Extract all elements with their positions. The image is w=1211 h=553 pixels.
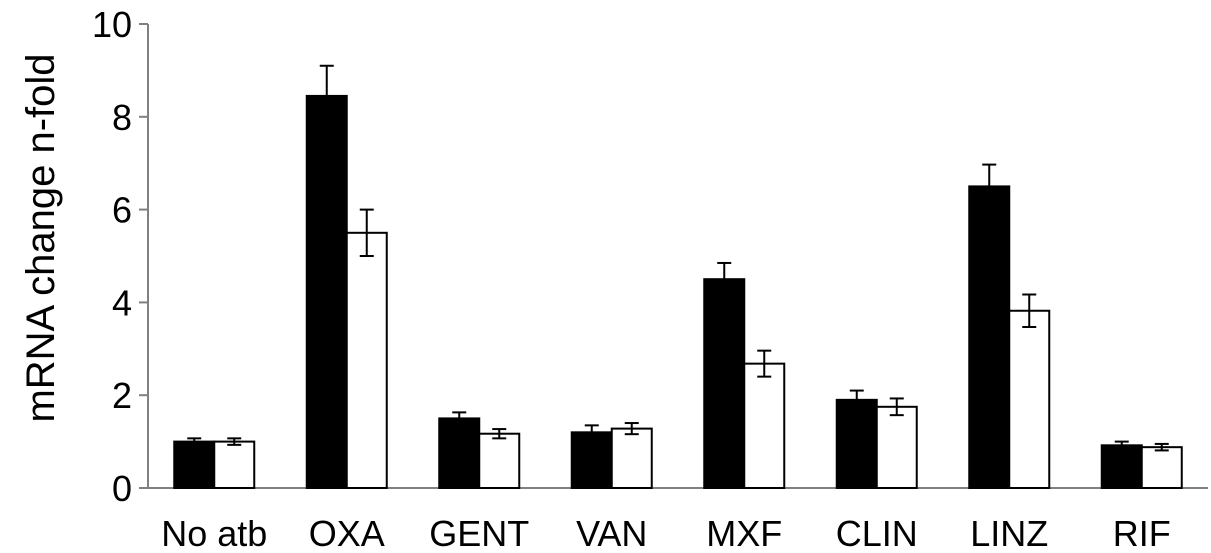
bar-no-atb-s1 [173, 440, 216, 490]
bar-oxa-s2 [345, 231, 388, 489]
bar-van-s2 [610, 427, 653, 489]
bar-rif-s2 [1140, 446, 1183, 489]
x-tick-label: MXF [706, 513, 782, 553]
y-tick-label: 8 [112, 97, 132, 138]
bar-mxf-s1 [703, 278, 746, 490]
bar-van-s1 [570, 431, 613, 490]
bar-clin-s2 [875, 405, 918, 489]
x-tick-label: CLIN [836, 513, 918, 553]
bar-mxf-s2 [743, 362, 786, 490]
y-tick-label: 4 [112, 282, 132, 323]
x-tick-label: No atb [161, 513, 267, 553]
plot-marks: 0 2 4 6 8 10 No atb OXA GENT VAN MXF CLIN LINZ RIF [92, 4, 1208, 553]
y-tick-label: 2 [112, 375, 132, 416]
bar-oxa-s1 [305, 94, 348, 489]
bar-gent-s1 [438, 417, 481, 489]
x-tick-label: LINZ [970, 513, 1048, 553]
bar-no-atb-s2 [213, 440, 256, 490]
y-tick-label: 6 [112, 190, 132, 231]
bar-rif-s1 [1100, 444, 1143, 490]
bar-linz-s1 [968, 185, 1011, 489]
x-tick-label: RIF [1113, 513, 1171, 553]
x-tick-label: VAN [576, 513, 647, 553]
bar-linz-s2 [1008, 309, 1051, 490]
y-tick-label: 10 [92, 4, 132, 45]
bar-gent-s2 [478, 432, 521, 490]
y-axis-title: mRNA change n-fold [19, 53, 63, 422]
x-tick-label: OXA [309, 513, 385, 553]
bar-clin-s1 [835, 398, 878, 489]
x-tick-label: GENT [429, 513, 529, 553]
y-tick-label: 0 [112, 468, 132, 509]
